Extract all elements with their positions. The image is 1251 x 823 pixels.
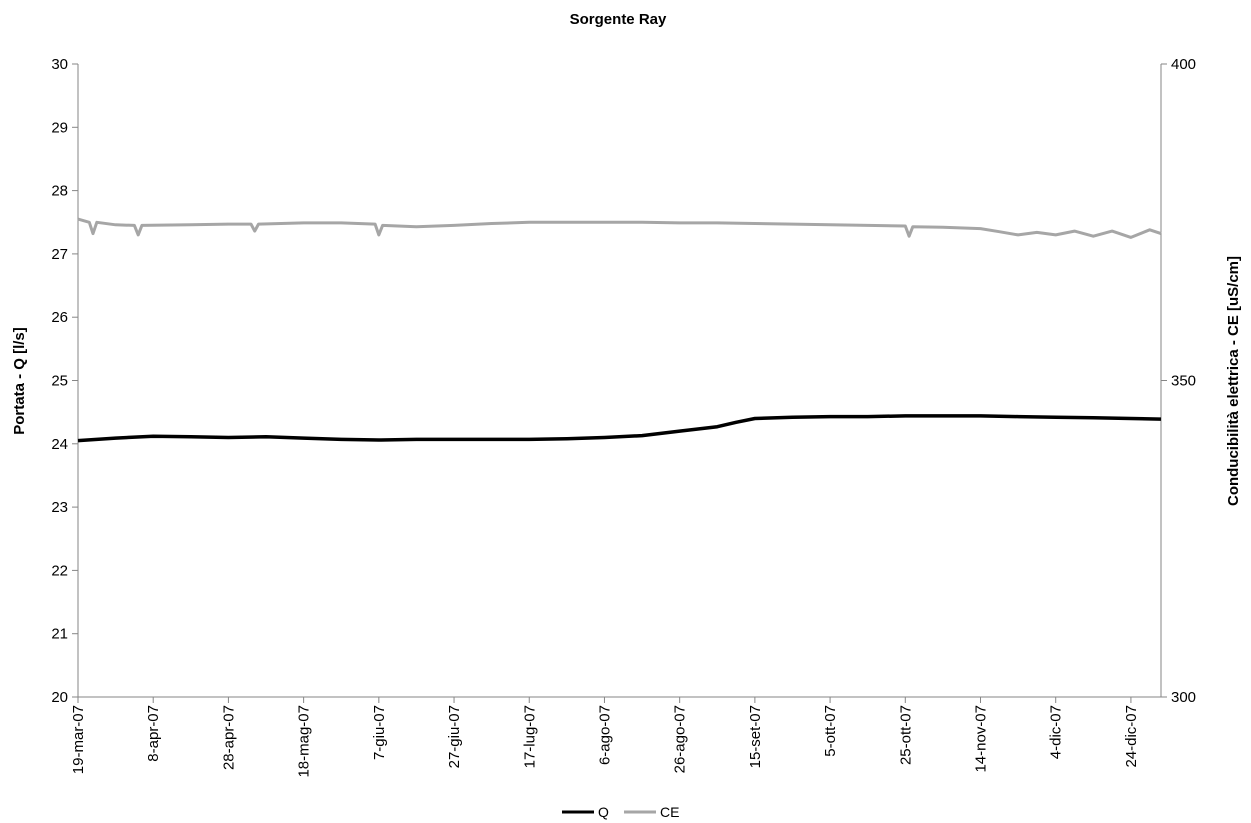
y-tick-label: 23 <box>51 499 68 516</box>
x-tick-label: 26-ago-07 <box>672 705 689 773</box>
x-tick-label: 27-giu-07 <box>446 705 463 768</box>
y-tick-label: 26 <box>51 309 68 326</box>
axes: 20 21 22 23 24 25 26 27 28 29 30 300 350 400 <box>51 56 1196 706</box>
x-tick-label: 24-dic-07 <box>1123 705 1140 768</box>
y2-tick-label: 300 <box>1171 689 1196 706</box>
x-tick-label: 6-ago-07 <box>596 705 613 765</box>
series-layer <box>77 217 1162 443</box>
y-tick-label: 21 <box>51 626 68 643</box>
x-tick-label: 14-nov-07 <box>973 705 990 773</box>
y-tick-label: 30 <box>51 56 68 73</box>
legend: Q CE <box>562 804 679 820</box>
y-tick-label: 27 <box>51 246 68 263</box>
y-tick-label: 25 <box>51 373 68 390</box>
y-tick-label: 29 <box>51 119 68 136</box>
y-tick-label: 20 <box>51 689 68 706</box>
y2-tick-label: 400 <box>1171 56 1196 73</box>
y2-tick-label: 350 <box>1171 373 1196 390</box>
chart-title: Sorgente Ray <box>570 11 667 28</box>
x-tick-label: 4-dic-07 <box>1048 705 1065 759</box>
x-tick-label: 19-mar-07 <box>70 705 87 774</box>
series-line-q <box>77 414 1162 443</box>
x-tick-labels: 19-mar-07 8-apr-07 28-apr-07 18-mag-07 7-giu… <box>70 705 1140 778</box>
x-tick-label: 8-apr-07 <box>145 705 162 762</box>
x-tick-label: 7-giu-07 <box>371 705 388 760</box>
x-tick-label: 5-ott-07 <box>822 705 839 757</box>
series-line-ce <box>77 217 1162 239</box>
x-tick-label: 17-lug-07 <box>521 705 538 768</box>
x-tick-label: 18-mag-07 <box>296 705 313 778</box>
x-tick-label: 28-apr-07 <box>220 705 237 770</box>
x-tick-label: 25-ott-07 <box>897 705 914 765</box>
y2-axis-title: Conducibilità elettrica - CE [uS/cm] <box>1225 256 1242 506</box>
legend-label-q: Q <box>598 804 609 820</box>
y-tick-label: 28 <box>51 183 68 200</box>
y-axis-title: Portata - Q [l/s] <box>11 327 28 435</box>
legend-label-ce: CE <box>660 804 679 820</box>
y-tick-label: 22 <box>51 562 68 579</box>
x-tick-label: 15-set-07 <box>747 705 764 768</box>
y-tick-label: 24 <box>51 436 68 453</box>
